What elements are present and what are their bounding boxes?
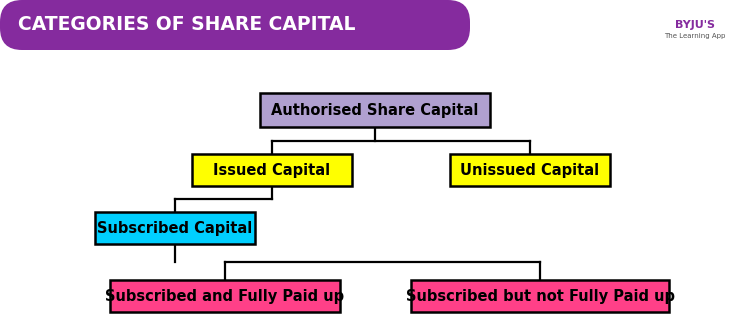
FancyBboxPatch shape — [450, 154, 610, 186]
Text: The Learning App: The Learning App — [664, 33, 726, 39]
Text: Subscribed but not Fully Paid up: Subscribed but not Fully Paid up — [406, 288, 674, 303]
FancyBboxPatch shape — [110, 280, 340, 312]
Text: Issued Capital: Issued Capital — [214, 163, 331, 177]
Text: Authorised Share Capital: Authorised Share Capital — [272, 103, 478, 118]
Text: Unissued Capital: Unissued Capital — [460, 163, 599, 177]
FancyBboxPatch shape — [0, 0, 470, 50]
FancyBboxPatch shape — [411, 280, 669, 312]
FancyBboxPatch shape — [95, 212, 255, 244]
Text: Subscribed and Fully Paid up: Subscribed and Fully Paid up — [106, 288, 344, 303]
Text: BYJU'S: BYJU'S — [675, 20, 715, 30]
Text: Subscribed Capital: Subscribed Capital — [98, 220, 253, 235]
FancyBboxPatch shape — [260, 93, 490, 127]
Text: CATEGORIES OF SHARE CAPITAL: CATEGORIES OF SHARE CAPITAL — [18, 16, 355, 35]
FancyBboxPatch shape — [192, 154, 352, 186]
